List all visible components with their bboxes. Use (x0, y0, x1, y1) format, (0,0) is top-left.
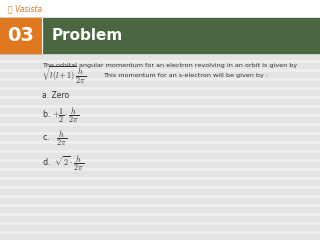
Bar (0, 90, 320, 95)
Text: b. $+\dfrac{1}{2}\cdot\dfrac{h}{2\pi}$: b. $+\dfrac{1}{2}\cdot\dfrac{h}{2\pi}$ (42, 105, 79, 125)
Text: c.   $\dfrac{h}{2\pi}$: c. $\dfrac{h}{2\pi}$ (42, 128, 67, 148)
Bar (0, 180, 320, 185)
Bar (0, 81, 320, 86)
Bar (0, 234, 320, 239)
Text: Problem: Problem (52, 28, 123, 43)
Bar (0, 171, 320, 176)
Bar (0, 27, 320, 32)
Text: The orbital angular momentum for an electron revolving in an orbit is given by: The orbital angular momentum for an elec… (42, 62, 297, 67)
Bar (0, 108, 320, 113)
Bar (0, 54, 320, 59)
Bar (0, 189, 320, 194)
Text: 03: 03 (8, 26, 35, 45)
Text: a. Zero: a. Zero (42, 90, 69, 100)
Bar (0, 216, 320, 221)
Bar (0, 9, 320, 14)
Bar (0, 18, 320, 23)
Bar (0, 126, 320, 131)
Bar (0, 144, 320, 149)
Bar (0, 18, 42, 53)
Bar (0, 0, 320, 5)
Bar (0, 225, 320, 230)
Bar (0, 162, 320, 167)
Bar (0, 198, 320, 203)
Text: This momentum for an s-electron will be given by :: This momentum for an s-electron will be … (103, 72, 268, 78)
Text: d.  $\sqrt{2}\cdot\dfrac{h}{2\pi}$: d. $\sqrt{2}\cdot\dfrac{h}{2\pi}$ (42, 153, 84, 173)
Bar (0, 117, 320, 122)
Bar (0, 72, 320, 77)
Bar (0, 63, 320, 68)
Bar (0, 0, 320, 18)
Text: $\sqrt{l(l+1)}\,\dfrac{h}{2\pi}$: $\sqrt{l(l+1)}\,\dfrac{h}{2\pi}$ (42, 65, 87, 85)
Bar (0, 207, 320, 212)
Bar (0, 99, 320, 104)
Bar (0, 45, 320, 50)
Bar (0, 36, 320, 41)
Bar (0, 135, 320, 140)
Bar (0, 153, 320, 158)
Bar (0, 18, 320, 53)
Text: Ⓟ Vasista: Ⓟ Vasista (8, 5, 42, 13)
